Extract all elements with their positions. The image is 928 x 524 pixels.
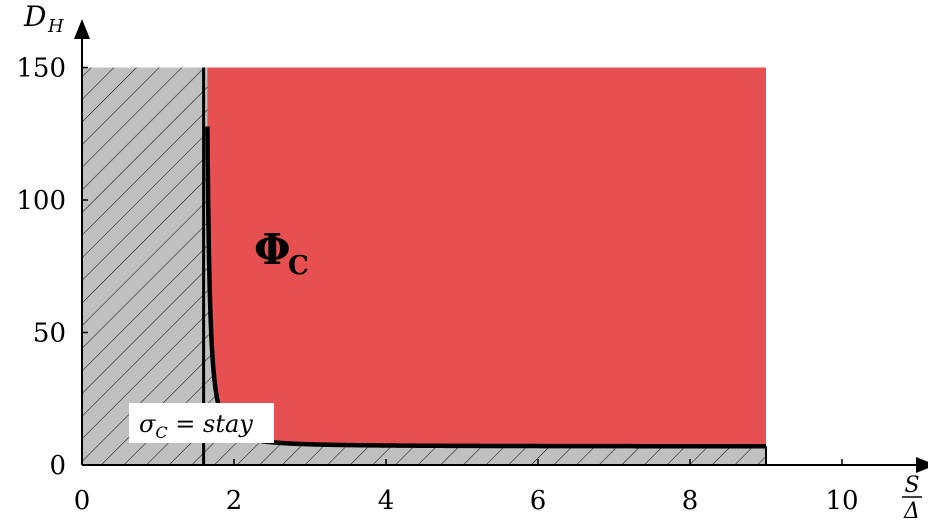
- x-ticks: 0 2 4 6 8 10: [74, 459, 859, 516]
- y-tick-label: 0: [49, 451, 66, 481]
- axes: [74, 19, 928, 473]
- x-tick-label: 8: [682, 486, 699, 516]
- y-tick-label: 100: [16, 186, 66, 216]
- chart-regions: [82, 67, 766, 465]
- y-ticks: 0 50 100 150: [16, 54, 88, 481]
- x-tick-label: 4: [378, 486, 395, 516]
- y-tick-label: 50: [33, 319, 66, 349]
- stay-label-sigma: σ: [139, 410, 156, 438]
- boundary-curve: [205, 126, 766, 449]
- y-tick-label: 150: [16, 54, 66, 84]
- x-tick-label: 10: [825, 486, 858, 516]
- x-tick-label: 0: [74, 486, 91, 516]
- stay-label: σC = stay: [129, 403, 274, 443]
- y-axis-label-subscript: H: [47, 16, 64, 37]
- stay-label-background: [129, 403, 274, 443]
- y-axis-label-main: D: [23, 0, 46, 33]
- stay-label-text: σC = stay: [139, 410, 253, 442]
- x-tick-label: 2: [226, 486, 243, 516]
- x-axis-label-numerator: S: [904, 473, 919, 498]
- phi-c-region: [207, 67, 766, 447]
- phi-c-label-subscript: C: [288, 251, 309, 281]
- stay-label-subscript: C: [155, 423, 167, 442]
- stay-label-rest: = stay: [168, 410, 254, 438]
- x-axis-label: S Δ: [902, 473, 922, 524]
- phi-c-label: Φ C: [254, 225, 309, 281]
- phi-c-label-main: Φ: [254, 225, 291, 274]
- x-tick-label: 6: [530, 486, 547, 516]
- x-axis-label-denominator: Δ: [903, 499, 920, 524]
- y-axis-label: D H: [23, 0, 64, 37]
